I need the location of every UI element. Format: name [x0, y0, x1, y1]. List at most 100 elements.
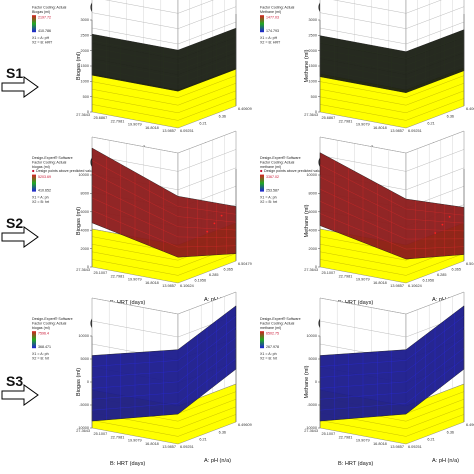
z-tick-label: 10000	[78, 334, 89, 338]
legend-colorbar	[260, 331, 264, 349]
z-tick-label: 8000	[81, 192, 89, 196]
x-tick-label: 19.9079	[128, 123, 142, 127]
z-gridline	[319, 291, 465, 315]
y-tick-label: 6.49609	[466, 423, 474, 427]
z-tick-label: 10000	[306, 334, 317, 338]
x-axis-label: B: HRT (days)	[110, 461, 145, 467]
floor-contour-line	[319, 83, 465, 106]
z-tick-label: 3000	[81, 18, 89, 22]
x-tick-label: 19.9079	[128, 439, 142, 443]
z-gridline	[319, 149, 465, 172]
design-point-marker	[260, 169, 263, 173]
legend-factor: X2 = B: hrt	[32, 200, 49, 204]
z-axis-label: Biogas (ml)	[76, 368, 82, 396]
floor-contour-line	[319, 98, 465, 121]
legend-header: Factor Coding: Actual	[260, 160, 295, 164]
x-tick-label: 27.3643	[76, 268, 90, 272]
legend-factor: X2 = B: hrt	[32, 357, 49, 361]
x-tick-label: 22.7981	[111, 119, 125, 123]
y-tick-label: 6.285	[437, 273, 447, 277]
y-tick-label: 6.49609	[238, 423, 252, 427]
floor-contour-line	[91, 90, 237, 113]
z-tick-label: 4000	[309, 228, 317, 232]
y-tick-label: 6.09251	[180, 129, 194, 133]
legend-colorbar	[32, 174, 36, 192]
z-gridline	[319, 130, 465, 154]
z-tick-label: 1000	[309, 80, 317, 84]
x-axis-label: B: HRT (days)	[338, 300, 373, 306]
x-tick-label: 13.9857	[162, 284, 176, 288]
x-tick-label: 25.1007	[93, 271, 107, 275]
legend-factor: X2 = B: hrt	[260, 200, 277, 204]
z-axis-label: Methane (ml)	[304, 49, 310, 82]
y-tick-label: 6.09251	[408, 129, 422, 133]
z-tick-label: -5000	[79, 403, 89, 407]
y-tick-label: 6.21	[199, 438, 206, 442]
legend-header: Factor Coding: Actual	[32, 5, 67, 9]
legend-header: Factor Coding: Actual	[32, 160, 67, 164]
floor-contour-line	[91, 83, 237, 106]
x-tick-label: 22.7981	[339, 274, 353, 278]
x-tick-label: 27.3643	[304, 429, 318, 433]
z-gridline	[319, 21, 465, 45]
legend-factor: X2 = B: HRT	[260, 41, 281, 45]
legend-factor: X1 = A: pH	[32, 36, 50, 40]
design-point	[220, 214, 223, 217]
z-axis-label: Biogas (ml)	[76, 207, 82, 235]
y-axis-label: A: pH (n/a)	[204, 458, 231, 464]
legend-header: biogas (ml)	[32, 165, 50, 169]
y-tick-label: 6.09251	[408, 445, 422, 449]
y-tick-label: 6.40609	[238, 107, 252, 111]
x-tick-label: 13.9857	[390, 284, 404, 288]
row-label: S3	[6, 373, 23, 389]
z-tick-label: 1500	[81, 64, 89, 68]
x-tick-label: 27.3643	[304, 113, 318, 117]
design-point	[441, 223, 444, 226]
legend-high-value: 2197.72	[38, 16, 51, 20]
legend-header: Design-Expert® Software	[32, 317, 73, 321]
z-tick-label: -10000	[77, 426, 89, 430]
surface-mesh-line	[319, 316, 465, 367]
z-tick-label: 2000	[309, 247, 317, 251]
z-gridline	[333, 0, 442, 14]
y-tick-label: 6.10624	[180, 284, 194, 288]
z-gridline	[105, 0, 214, 14]
legend-header: methane (ml)	[260, 165, 281, 169]
z-tick-label: 4000	[81, 228, 89, 232]
x-tick-label: 16.8018	[373, 281, 387, 285]
legend-colorbar	[32, 331, 36, 349]
design-point	[213, 222, 216, 225]
legend-factor: X1 = A: pH	[260, 36, 278, 40]
z-tick-label: 2000	[81, 49, 89, 53]
legend-header: methane (ml)	[260, 326, 281, 330]
surface-mesh-line	[91, 316, 237, 367]
x-tick-label: 19.9079	[356, 123, 370, 127]
y-tick-label: 6.36	[447, 430, 454, 434]
design-point-marker	[32, 169, 35, 173]
legend-factor: X1 = A: ph	[260, 196, 277, 200]
x-tick-label: 16.8018	[145, 281, 159, 285]
legend-factor: X1 = A: ph	[260, 352, 277, 356]
floor-contour-line	[319, 253, 465, 276]
legend-factor: X2 = B: HRT	[32, 41, 53, 45]
legend-low-value: 410.652	[38, 189, 51, 193]
z-gridline	[91, 130, 237, 154]
x-tick-label: 22.7981	[111, 274, 125, 278]
x-axis-label: B: HRT (days)	[338, 461, 373, 467]
z-tick-label: 6000	[81, 210, 89, 214]
legend-header: Design-Expert® Software	[260, 317, 301, 321]
y-tick-label: 6.10624	[408, 284, 422, 288]
x-tick-label: 22.7981	[339, 435, 353, 439]
legend-colorbar	[32, 15, 36, 33]
design-point	[206, 230, 209, 233]
y-tick-label: 6.21	[427, 438, 434, 442]
y-tick-label: 6.40609	[466, 107, 474, 111]
legend-low-value: 253.587	[266, 189, 279, 193]
floor-contour-line	[91, 98, 237, 121]
z-tick-label: 10000	[306, 173, 317, 177]
x-tick-label: 27.3643	[304, 268, 318, 272]
legend-low-value: 174.793	[266, 29, 279, 33]
